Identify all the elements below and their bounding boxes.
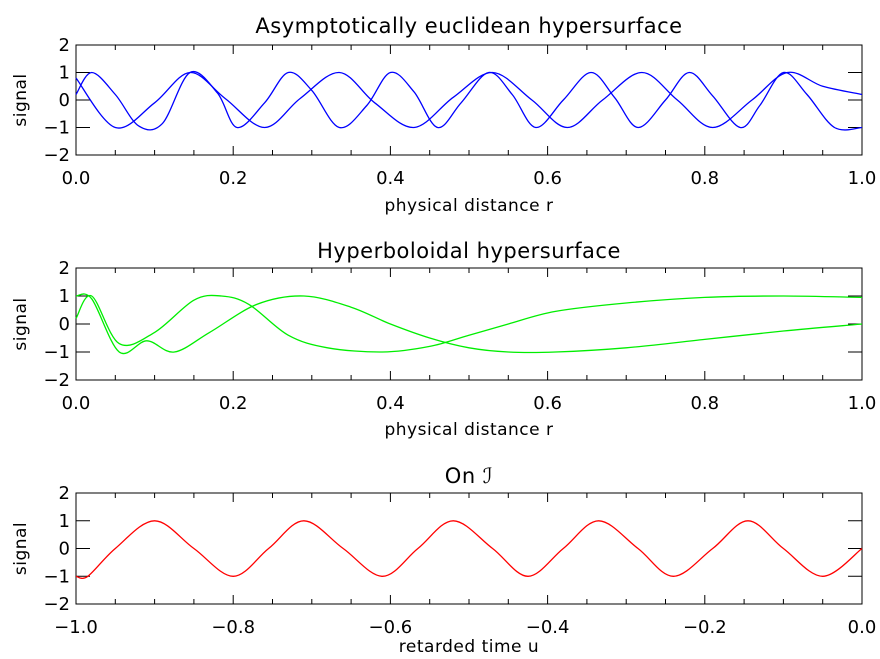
- series-line-2: [75, 71, 863, 129]
- x-tick-label: 0.6: [533, 168, 562, 189]
- y-axis-label: signal: [11, 297, 31, 350]
- series-line-1: [75, 70, 863, 131]
- x-axis-label: retarded time u: [399, 637, 539, 657]
- y-tick-label: 0: [59, 90, 70, 111]
- x-tick-label: 0.4: [376, 393, 405, 414]
- panel-title: Hyperboloidal hypersurface: [317, 239, 621, 263]
- x-tick-label: 0.2: [219, 393, 248, 414]
- y-tick-label: 0: [59, 539, 70, 560]
- x-tick-label: 0.0: [62, 393, 91, 414]
- series-line-1: [75, 520, 863, 579]
- panel-3: On ℐ −1.0 −0.8 −0.6 −0.4 −0.2 0.0 −2 −1 0 1 2 retard…: [11, 464, 876, 657]
- x-tick-label: 0.0: [848, 617, 877, 638]
- y-tick-label: 2: [59, 258, 70, 279]
- y-tick-label: −1: [43, 566, 70, 587]
- x-tick-label: 0.6: [533, 393, 562, 414]
- y-tick-label: 2: [59, 35, 70, 56]
- x-tick-label: 1.0: [848, 393, 877, 414]
- x-tick-label: 1.0: [848, 168, 877, 189]
- series-line-1: [75, 294, 863, 353]
- x-tick-label: 0.8: [690, 168, 719, 189]
- y-tick-label: −1: [43, 342, 70, 363]
- x-tick-label: 0.0: [62, 168, 91, 189]
- panel-1: Asymptotically euclidean hypersurface 0.0…: [11, 14, 876, 216]
- series-line-2: [75, 293, 863, 355]
- x-tick-label: −0.4: [526, 617, 570, 638]
- y-tick-label: 0: [59, 314, 70, 335]
- x-tick-label: −0.8: [211, 617, 255, 638]
- x-tick-label: −0.2: [683, 617, 727, 638]
- panel-title: Asymptotically euclidean hypersurface: [255, 14, 682, 38]
- x-tick-label: 0.4: [376, 168, 405, 189]
- y-tick-label: −2: [43, 594, 70, 615]
- panel-title: On ℐ: [445, 464, 493, 488]
- x-axis-label: physical distance r: [384, 196, 553, 216]
- y-tick-label: 1: [59, 63, 70, 84]
- y-axis-label: signal: [11, 522, 31, 575]
- x-tick-label: −0.6: [369, 617, 413, 638]
- panel-2: Hyperboloidal hypersurface 0.0 0.2 0.4 0.6 0.…: [11, 239, 876, 440]
- y-tick-label: 2: [59, 483, 70, 504]
- y-axis-label: signal: [11, 73, 31, 126]
- x-tick-label: 0.2: [219, 168, 248, 189]
- plot-frame: [75, 267, 863, 381]
- y-tick-label: 1: [59, 286, 70, 307]
- plot-frame: [75, 44, 863, 156]
- y-tick-label: −1: [43, 118, 70, 139]
- x-tick-label: −1.0: [54, 617, 98, 638]
- y-tick-label: −2: [43, 145, 70, 166]
- x-tick-label: 0.8: [690, 393, 719, 414]
- y-tick-label: 1: [59, 511, 70, 532]
- y-tick-label: −2: [43, 370, 70, 391]
- x-axis-label: physical distance r: [384, 420, 553, 440]
